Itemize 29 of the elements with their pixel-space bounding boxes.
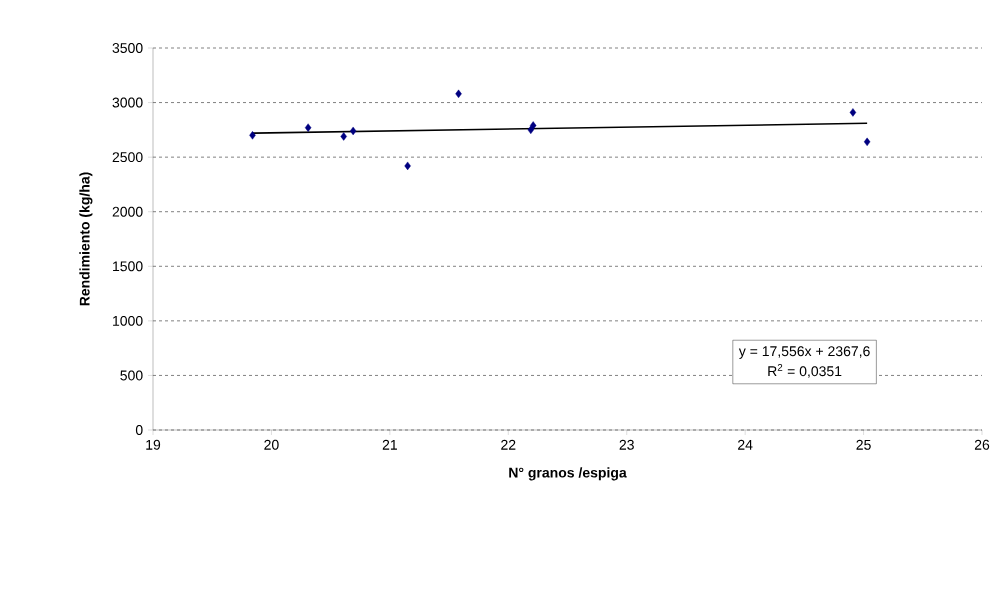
y-tick-label: 1000	[113, 315, 143, 326]
x-tick-label: 25	[856, 439, 871, 450]
x-tick-label: 26	[974, 439, 990, 450]
point	[863, 137, 871, 147]
point	[455, 89, 462, 99]
point	[849, 108, 857, 117]
point	[404, 161, 411, 171]
y-tick-label: 2000	[112, 206, 143, 217]
y-axis-title: Rendimiento (kg/ha)	[79, 172, 93, 306]
y-tick-label: 3000	[112, 97, 143, 108]
x-axis-title: N° granos /espiga	[509, 467, 627, 481]
x-tick-label: 24	[738, 439, 753, 450]
point	[340, 132, 347, 141]
y-tick-label: 500	[120, 370, 143, 381]
x-tick-label: 23	[619, 439, 634, 450]
x-tick-label: 21	[382, 439, 397, 450]
y-tick-label: 0	[135, 425, 143, 435]
y-tick-label: 1500	[113, 261, 143, 272]
point	[529, 121, 537, 130]
x-tick-label: 20	[264, 439, 279, 450]
point	[249, 131, 256, 140]
x-tick-label: 19	[146, 439, 161, 450]
y-tick-label: 2500	[112, 152, 143, 163]
annotation: R$^{2}$ = 0,0351	[768, 363, 842, 378]
annotation: y = 17,556x + 2367,6	[738, 346, 870, 359]
point	[304, 123, 312, 132]
y-tick-label: 3500	[112, 43, 143, 53]
point	[349, 126, 357, 136]
x-tick-label: 22	[501, 439, 516, 450]
